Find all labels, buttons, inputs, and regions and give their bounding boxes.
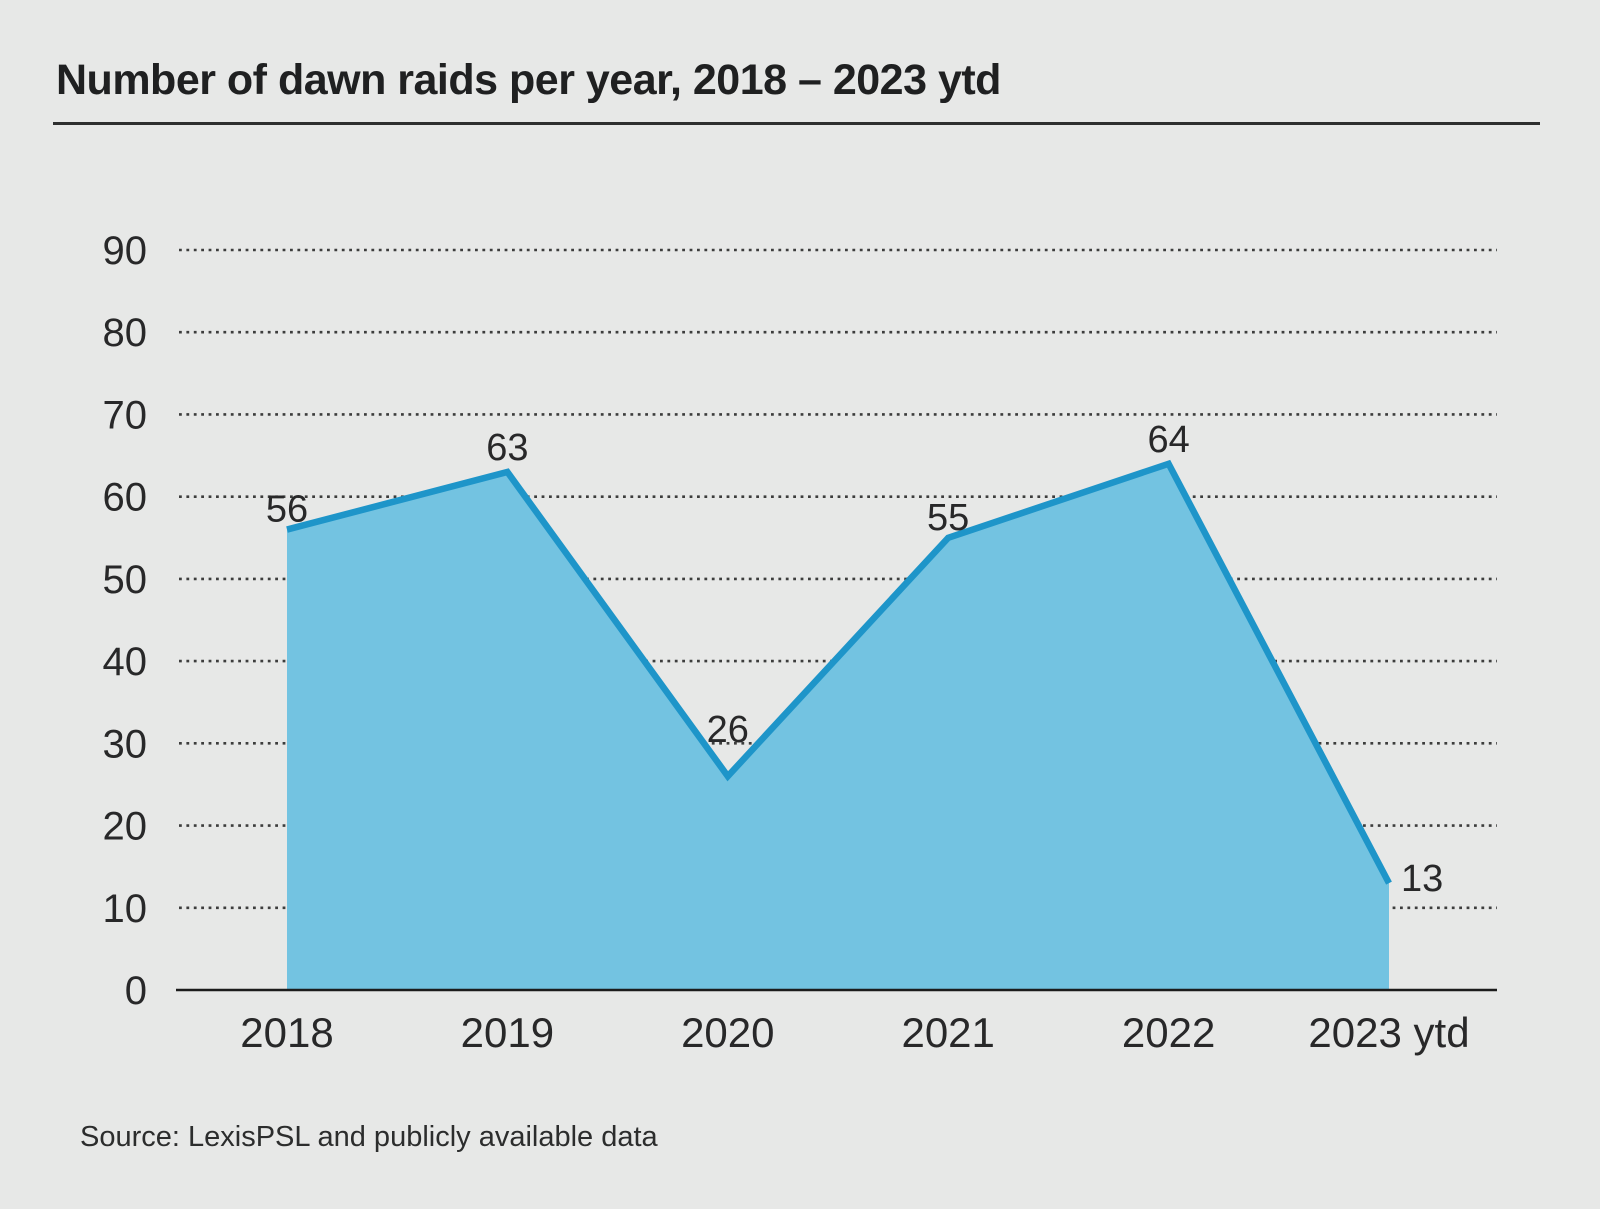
source-note: Source: LexisPSL and publicly available … bbox=[80, 1121, 658, 1153]
y-tick-label: 10 bbox=[103, 887, 148, 931]
x-axis-label: 2022 bbox=[1122, 1009, 1215, 1056]
area-fill bbox=[287, 463, 1389, 990]
x-axis-label: 2019 bbox=[461, 1009, 554, 1056]
data-label: 26 bbox=[707, 709, 749, 751]
data-label: 55 bbox=[927, 497, 969, 539]
y-tick-label: 50 bbox=[103, 558, 148, 602]
data-label: 64 bbox=[1147, 419, 1189, 461]
y-tick-label: 90 bbox=[103, 229, 148, 273]
trend-line bbox=[286, 459, 1392, 885]
y-tick-label: 70 bbox=[103, 393, 148, 437]
y-tick-label: 20 bbox=[103, 805, 148, 849]
data-label: 63 bbox=[486, 427, 528, 469]
x-axis-label: 2023 ytd bbox=[1308, 1009, 1469, 1056]
x-axis-label: 2021 bbox=[901, 1009, 994, 1056]
y-tick-label: 80 bbox=[103, 311, 148, 355]
title-divider bbox=[53, 122, 1540, 125]
x-axis-label: 2018 bbox=[240, 1009, 333, 1056]
data-label: 13 bbox=[1401, 858, 1443, 900]
y-tick-label: 0 bbox=[125, 969, 147, 1013]
data-label: 56 bbox=[266, 489, 308, 531]
x-axis-label: 2020 bbox=[681, 1009, 774, 1056]
y-tick-label: 40 bbox=[103, 640, 148, 684]
y-tick-label: 60 bbox=[103, 476, 148, 520]
y-tick-label: 30 bbox=[103, 722, 148, 766]
chart-title: Number of dawn raids per year, 2018 – 20… bbox=[56, 56, 1001, 104]
